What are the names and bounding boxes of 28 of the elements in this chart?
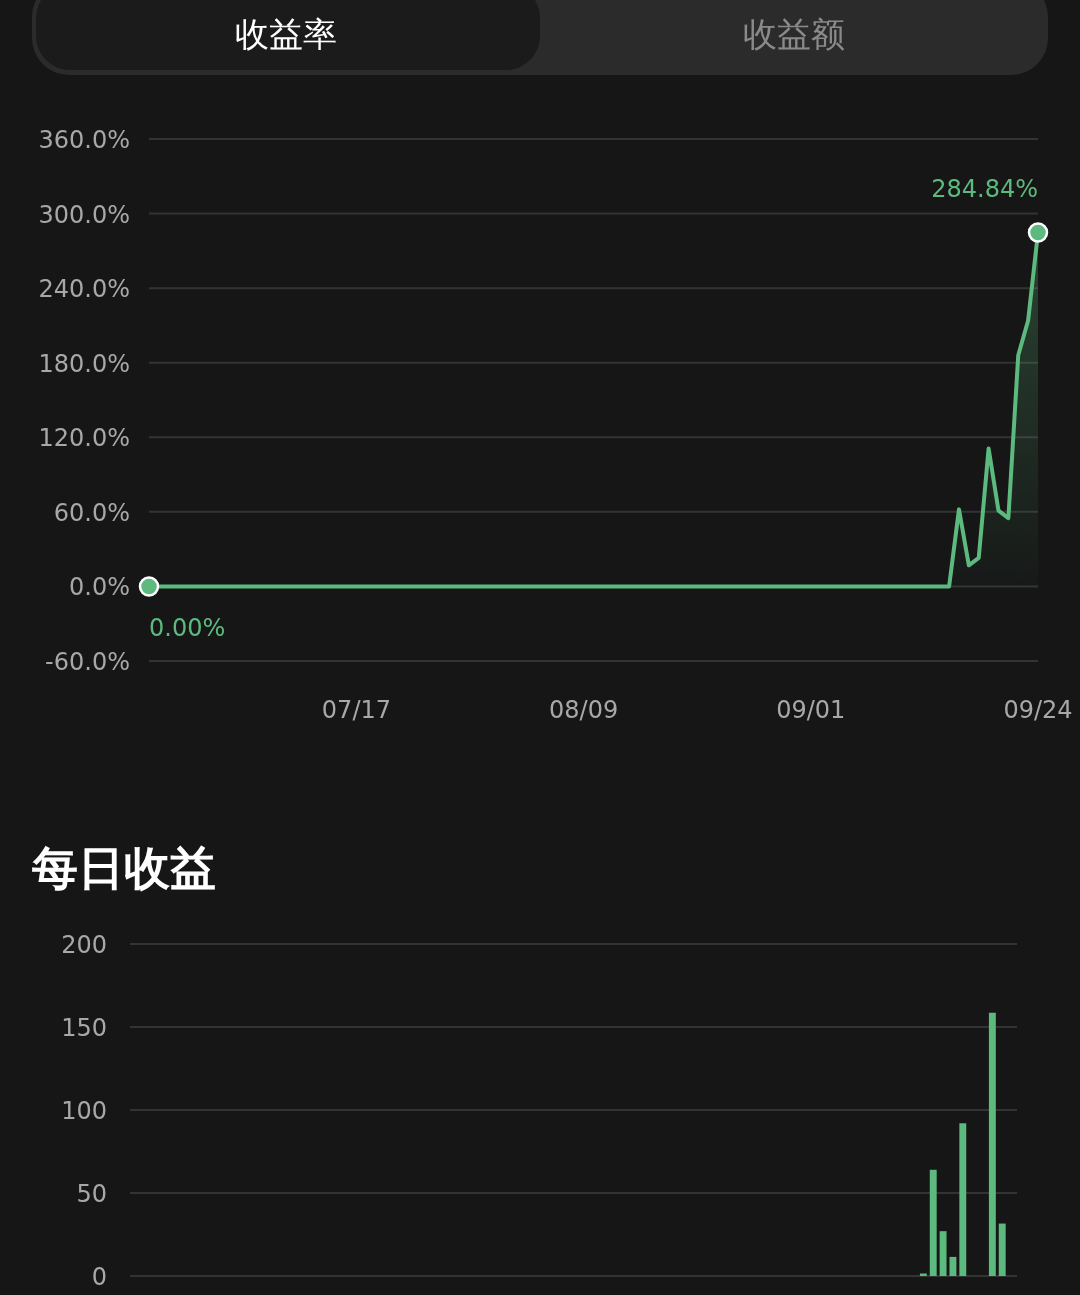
bar <box>939 1231 947 1276</box>
y-tick-label: 360.0% <box>38 126 130 154</box>
bar <box>929 1169 937 1276</box>
y-tick-label: -60.0% <box>45 648 130 676</box>
y-tick-label: 0.0% <box>69 573 130 602</box>
annotation: 0.00% <box>149 614 226 643</box>
y-tick-label: 100 <box>61 1097 107 1125</box>
y-tick-label: 180.0% <box>38 349 130 378</box>
y-tick-label: 240.0% <box>38 275 130 304</box>
y-tick-label: 120.0% <box>38 424 130 453</box>
text: 收益额 <box>743 14 845 54</box>
y-tick-label: 200 <box>61 931 107 959</box>
x-tick-label: 09/01 <box>776 696 846 724</box>
y-tick-label: 50 <box>76 1180 107 1208</box>
x-tick-label: 09/24 <box>1003 696 1073 724</box>
bar <box>949 1256 957 1276</box>
chart-title: 每日收益 <box>31 841 216 895</box>
bar <box>988 1012 996 1276</box>
annotation: 284.84% <box>931 175 1038 204</box>
y-tick-label: 60.0% <box>53 498 130 527</box>
text: 收益率 <box>235 14 337 54</box>
y-tick-label: 150 <box>61 1014 107 1042</box>
bar <box>959 1123 967 1276</box>
bar <box>998 1223 1006 1276</box>
y-tick-label: 300.0% <box>38 200 130 229</box>
x-tick-label: 08/09 <box>549 696 619 724</box>
y-tick-label: 0 <box>91 1263 107 1291</box>
x-tick-label: 07/17 <box>321 696 392 724</box>
